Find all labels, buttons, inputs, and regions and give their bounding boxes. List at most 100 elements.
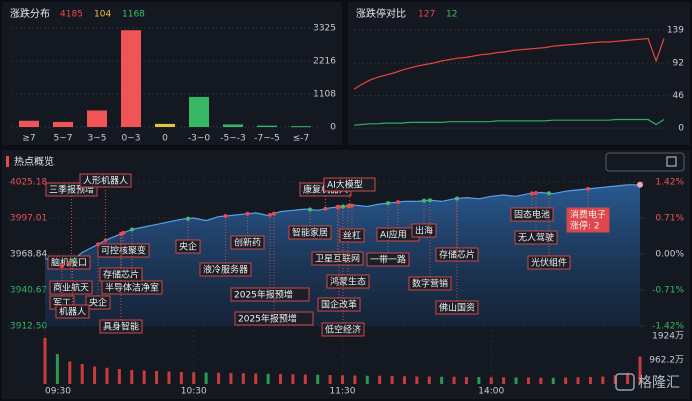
tag[interactable]: 鸿蒙生态 <box>326 274 370 289</box>
tag[interactable]: 商业航天 <box>49 280 93 295</box>
watermark: 格隆汇 <box>638 375 680 391</box>
bar <box>87 110 107 127</box>
tag[interactable]: 液冷服务器 <box>199 262 252 277</box>
tag-box <box>49 280 93 295</box>
tag[interactable]: 卫星互联网 <box>311 251 364 266</box>
volume-bar <box>514 377 518 384</box>
tag-label: 智能家居 <box>292 227 328 239</box>
x-tick-label: -7~-5 <box>254 134 280 144</box>
tag[interactable]: 可控核聚变 <box>97 243 150 258</box>
tag[interactable]: 央企 <box>175 239 201 254</box>
volume-tick-label: 1924万 <box>652 332 684 342</box>
y-tick-label: 92 <box>673 59 684 69</box>
volume-bar <box>601 376 605 384</box>
tag-label: 光伏组件 <box>531 257 567 269</box>
tag-label: AI应用 <box>380 229 407 241</box>
y2-tick-label: -1.42% <box>652 322 684 332</box>
x-tick-label: 0 <box>162 134 168 144</box>
y2-tick-label: 0.00% <box>655 250 684 260</box>
date-picker[interactable] <box>605 152 685 172</box>
y2-tick-label: -0.71% <box>652 286 684 296</box>
tag[interactable]: 2025年报预增 <box>234 311 314 326</box>
tag-box <box>527 255 571 270</box>
tag-box <box>101 280 163 295</box>
tag[interactable]: 人形机器人 <box>79 173 132 188</box>
calendar-icon[interactable] <box>666 156 677 167</box>
volume-bar <box>390 376 394 384</box>
tag-box <box>234 311 314 326</box>
volume-bar <box>477 377 481 384</box>
tag-dot <box>103 238 108 243</box>
y-tick-label: 139 <box>667 26 684 36</box>
tag[interactable]: 2025年报预增 <box>230 287 310 302</box>
volume-bar <box>626 372 630 384</box>
tag[interactable]: 国企改革 <box>317 297 361 312</box>
tag-box <box>326 274 370 289</box>
volume-bar <box>576 377 580 384</box>
x-tick-label: 11:30 <box>330 387 356 397</box>
tag-label: 国企改革 <box>321 299 357 311</box>
tag[interactable]: 光伏组件 <box>527 255 571 270</box>
tag[interactable]: 半导体洁净室 <box>101 280 163 295</box>
tag-dot <box>586 186 590 191</box>
tag-label: 央企 <box>89 297 107 309</box>
tag-label: 无人驾驶 <box>518 232 554 244</box>
volume-bar <box>254 373 258 384</box>
tag[interactable]: 数字营销 <box>408 276 452 291</box>
tag-box <box>230 287 310 302</box>
tag-box <box>230 235 265 250</box>
volume-bar <box>638 356 642 384</box>
volume-bar <box>489 377 493 384</box>
tag[interactable]: 低空经济 <box>321 322 365 337</box>
tag-label: 卫星互联网 <box>315 254 360 265</box>
tag[interactable]: 佛山国资 <box>435 300 479 315</box>
tag-label: 可控核聚变 <box>101 245 146 257</box>
summary-count: 4185 <box>60 10 83 20</box>
tag[interactable]: 具身智能 <box>99 319 143 334</box>
last-point <box>637 181 643 188</box>
tag-box <box>514 230 558 245</box>
volume-bar <box>316 374 320 384</box>
summary-count: 12 <box>446 10 457 20</box>
tag[interactable]: 央企 <box>85 295 111 310</box>
tag-box <box>411 223 437 238</box>
tag[interactable]: 固态电池 <box>510 207 554 222</box>
volume-tick-label: 962.2万 <box>649 355 684 365</box>
tag-box <box>510 207 554 222</box>
tag-box <box>435 300 479 315</box>
tag-label: 半导体洁净室 <box>105 282 159 294</box>
tag-box <box>288 225 332 240</box>
tag-label: 存储芯片 <box>439 249 475 261</box>
tag[interactable]: 无人驾驶 <box>514 230 558 245</box>
tag[interactable]: 丝杠 <box>339 228 365 243</box>
tag-label: 具身智能 <box>103 321 139 333</box>
bar <box>121 30 141 128</box>
tag-label: 液冷服务器 <box>203 264 248 276</box>
bar <box>155 123 175 127</box>
tag[interactable]: 创新药 <box>230 235 265 250</box>
y-tick-label: 0 <box>330 123 336 133</box>
tag-dot <box>96 242 100 247</box>
tag-label: 商业航天 <box>53 282 89 294</box>
tag[interactable]: AI大模型 <box>323 177 376 192</box>
tag-dot <box>386 201 390 206</box>
tag[interactable]: 一带一路 <box>366 252 410 267</box>
summary-count: 104 <box>94 10 111 20</box>
tag-dot <box>530 191 534 196</box>
volume-bar <box>464 377 468 384</box>
panel-title: 涨跌分布 <box>10 7 50 20</box>
y-tick-label: 0 <box>678 124 684 134</box>
tag[interactable]: 存储芯片 <box>435 247 479 262</box>
volume-bar <box>415 376 419 384</box>
tag-dot <box>422 198 426 203</box>
title-marker <box>6 156 9 167</box>
volume-bar <box>266 373 270 384</box>
tag[interactable]: 出海 <box>411 223 437 238</box>
tag[interactable]: 智能家居 <box>288 225 332 240</box>
bar <box>53 121 73 127</box>
volume-bar <box>291 374 295 384</box>
tag[interactable]: 机器人 <box>55 304 90 319</box>
tag-label: 佛山国资 <box>439 302 475 314</box>
